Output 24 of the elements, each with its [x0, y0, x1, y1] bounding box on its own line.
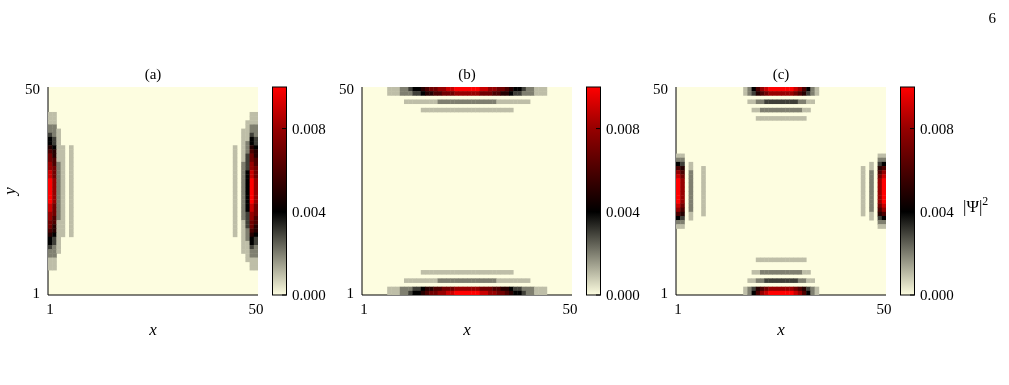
text: 6	[988, 10, 996, 27]
x-tick-label: 50	[562, 300, 578, 317]
x-tick-label: 1	[46, 300, 54, 317]
x-axis-title: x	[148, 320, 158, 339]
x-tick-label: 50	[248, 300, 264, 317]
chart-title: (a)	[143, 66, 163, 83]
chart-title: (b)	[457, 66, 477, 83]
color-bar-label: 0.000	[292, 287, 326, 303]
x-axis-title: x	[462, 320, 472, 339]
color-bar-label: 0.004	[606, 203, 641, 220]
chart-title: (c)	[771, 66, 791, 83]
color-bar-label: 0.004	[920, 203, 955, 220]
color-bar-label: 0.000	[920, 287, 954, 303]
color-bar-label: 0.008	[292, 120, 326, 137]
color-bar-label: 0.000	[606, 287, 640, 303]
x-tick-label: 50	[876, 300, 892, 317]
y-axis-title: y	[0, 186, 20, 198]
x-tick-label: 1	[674, 300, 682, 317]
color-bar-label: 0.008	[606, 120, 640, 137]
color-bar-label: 0.008	[920, 120, 954, 137]
color-bar-label: 0.004	[292, 203, 327, 220]
x-axis-title: x	[776, 320, 786, 339]
color-bar-title: |Ψ|$^{2}$	[963, 193, 989, 216]
x-tick-label: 1	[360, 300, 368, 317]
